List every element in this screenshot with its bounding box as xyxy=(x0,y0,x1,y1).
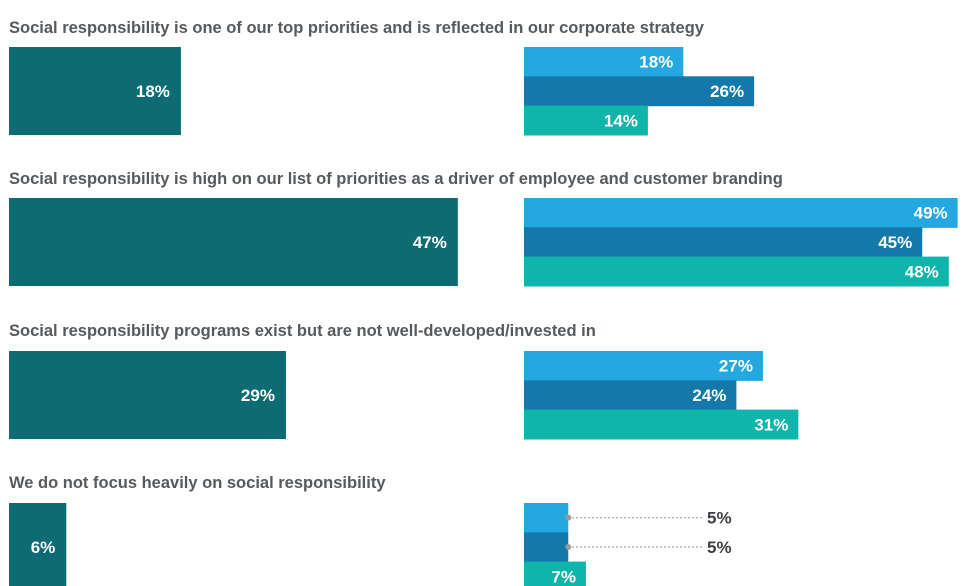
series-2-value-label: 26% xyxy=(710,82,744,101)
series-3-bar xyxy=(524,409,799,440)
series-1-value-label: 5% xyxy=(707,509,732,528)
question-title: Social responsibility programs exist but… xyxy=(9,322,596,340)
leader-dot xyxy=(565,514,572,521)
series-1-value-label: 18% xyxy=(639,53,673,72)
series-2-bar xyxy=(524,227,923,258)
series-1-bar xyxy=(524,503,569,533)
overall-value-label: 29% xyxy=(241,386,275,405)
series-2-bar xyxy=(524,76,755,107)
series-3-value-label: 7% xyxy=(551,567,576,586)
series-1-bar xyxy=(524,47,684,77)
overall-bar xyxy=(9,198,458,286)
overall-bar xyxy=(9,351,286,439)
series-2-value-label: 5% xyxy=(707,538,732,557)
leader-dot xyxy=(565,543,572,550)
series-2-value-label: 24% xyxy=(692,386,726,405)
series-1-value-label: 49% xyxy=(914,204,948,223)
series-1-bar xyxy=(524,351,763,381)
overall-value-label: 47% xyxy=(413,233,447,252)
series-1-bar xyxy=(524,198,958,228)
series-3-value-label: 14% xyxy=(604,111,638,130)
question-title: Social responsibility is one of our top … xyxy=(9,19,705,37)
overall-bar xyxy=(9,503,67,586)
series-3-value-label: 31% xyxy=(754,415,788,434)
series-2-bar xyxy=(524,380,737,411)
series-3-bar xyxy=(524,561,586,586)
series-2-bar xyxy=(524,532,569,563)
series-2-value-label: 45% xyxy=(878,233,912,252)
series-3-value-label: 48% xyxy=(905,262,939,281)
series-1-value-label: 27% xyxy=(719,357,753,376)
series-3-bar xyxy=(524,105,648,136)
question-title: We do not focus heavily on social respon… xyxy=(9,474,386,492)
question-title: Social responsibility is high on our lis… xyxy=(9,170,783,188)
series-3-bar xyxy=(524,256,949,287)
overall-bar xyxy=(9,47,181,135)
overall-value-label: 18% xyxy=(136,82,170,101)
overall-value-label: 6% xyxy=(31,538,56,557)
